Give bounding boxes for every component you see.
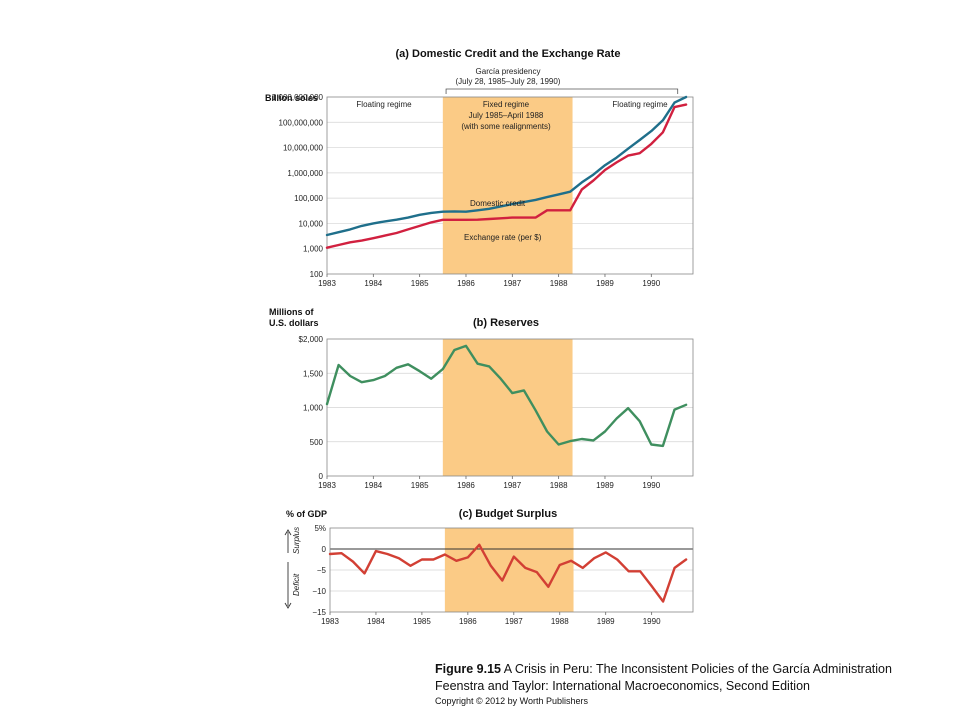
panel-c-budget-surplus: % of GDP (c) Budget Surplus Surplus Defi… (284, 508, 694, 626)
figure-caption: Figure 9.15 A Crisis in Peru: The Incons… (435, 662, 892, 676)
y-tick-label: 100,000 (294, 194, 323, 203)
x-tick-label: 1983 (318, 481, 336, 490)
surplus-arrow-icon (284, 529, 292, 553)
x-tick-label: 1983 (318, 279, 336, 288)
panel-a-frame (326, 96, 694, 275)
x-tick-label: 1987 (503, 481, 521, 490)
garcia-presidency-dates: (July 28, 1985–July 28, 1990) (456, 77, 561, 86)
deficit-side-label: Deficit (292, 573, 301, 596)
regime-fixed: Fixed regime (483, 100, 530, 109)
panel-a-fixed-regime-shade (442, 97, 573, 274)
y-tick-label: −5 (317, 566, 327, 575)
x-tick-label: 1989 (596, 279, 614, 288)
figure-title: A Crisis in Peru: The Inconsistent Polic… (503, 662, 892, 676)
x-tick-label: 1985 (411, 279, 429, 288)
y-tick-label: 10,000,000 (283, 144, 324, 153)
copyright-notice: Copyright © 2012 by Worth Publishers (435, 696, 589, 706)
panel-b-title: (b) Reserves (473, 317, 539, 329)
x-tick-label: 1988 (551, 617, 569, 626)
panel-b-ylabel-line1: Millions of (269, 307, 314, 317)
series-label-exchange-rate: Exchange rate (per $) (464, 233, 542, 242)
y-tick-label: −10 (312, 587, 326, 596)
x-tick-label: 1984 (367, 617, 385, 626)
y-tick-label: 1,000,000 (287, 169, 323, 178)
x-tick-label: 1986 (459, 617, 477, 626)
x-tick-label: 1988 (550, 279, 568, 288)
x-tick-label: 1988 (550, 481, 568, 490)
x-tick-label: 1986 (457, 481, 475, 490)
y-tick-label: $2,000 (299, 335, 324, 344)
garcia-presidency-label: García presidency (476, 67, 541, 76)
x-tick-label: 1985 (413, 617, 431, 626)
y-tick-label: 1,000 (303, 404, 324, 413)
x-tick-label: 1985 (411, 481, 429, 490)
series-label-domestic-credit: Domestic credit (470, 199, 526, 208)
y-tick-label: 1,000 (303, 245, 324, 254)
y-tick-label: 100,000,000 (279, 118, 324, 127)
series-line-a-0 (325, 95, 688, 237)
y-tick-label: 100 (310, 270, 324, 279)
y-tick-label: 5% (314, 524, 326, 533)
series-line-c-0 (328, 543, 688, 603)
y-tick-label: −15 (312, 608, 326, 617)
panel-b-ylabel-line2: U.S. dollars (269, 318, 319, 328)
panel-c-title: (c) Budget Surplus (459, 508, 557, 520)
x-tick-label: 1986 (457, 279, 475, 288)
deficit-arrow-icon (284, 562, 292, 609)
x-tick-label: 1984 (364, 481, 382, 490)
panel-c-frame (329, 527, 694, 613)
figure-number: Figure 9.15 (435, 662, 501, 676)
panel-b-reserves: Millions of U.S. dollars (b) Reserves 0 5… (269, 307, 694, 490)
book-credit: Feenstra and Taylor: International Macro… (435, 679, 810, 693)
y-tick-label: 1,500 (303, 369, 324, 378)
regime-floating-1: Floating regime (356, 100, 412, 109)
x-tick-label: 1989 (596, 481, 614, 490)
y-tick-label: 10,000 (299, 219, 324, 228)
x-tick-label: 1990 (643, 617, 661, 626)
regime-fixed-note: (with some realignments) (461, 122, 551, 131)
x-tick-label: 1987 (503, 279, 521, 288)
series-line-b-0 (325, 344, 688, 448)
x-tick-label: 1990 (642, 279, 660, 288)
x-tick-label: 1989 (597, 617, 615, 626)
y-tick-label: 1,000,000,000 (272, 93, 324, 102)
panel-b-fixed-regime-shade (442, 339, 573, 476)
surplus-side-label: Surplus (292, 527, 301, 554)
x-tick-label: 1983 (321, 617, 339, 626)
x-tick-label: 1990 (642, 481, 660, 490)
panel-c-fixed-regime-shade (444, 528, 574, 612)
y-tick-label: 0 (319, 472, 324, 481)
figure: (a) Domestic Credit and the Exchange Rat… (265, 48, 694, 626)
x-tick-label: 1984 (364, 279, 382, 288)
panel-b-frame (326, 338, 694, 477)
y-tick-label: 500 (310, 438, 324, 447)
y-tick-label: 0 (322, 545, 327, 554)
garcia-presidency-bracket (445, 88, 679, 94)
panel-a-title: (a) Domestic Credit and the Exchange Rat… (396, 48, 621, 60)
regime-floating-2: Floating regime (612, 100, 668, 109)
regime-fixed-dates: July 1985–April 1988 (469, 111, 544, 120)
x-tick-label: 1987 (505, 617, 523, 626)
panel-c-ylabel: % of GDP (286, 509, 327, 519)
panel-a-ylabel: Billion soles (265, 93, 318, 103)
panel-a-domestic-credit-exchange-rate: (a) Domestic Credit and the Exchange Rat… (265, 48, 694, 288)
series-line-a-1 (325, 103, 688, 249)
